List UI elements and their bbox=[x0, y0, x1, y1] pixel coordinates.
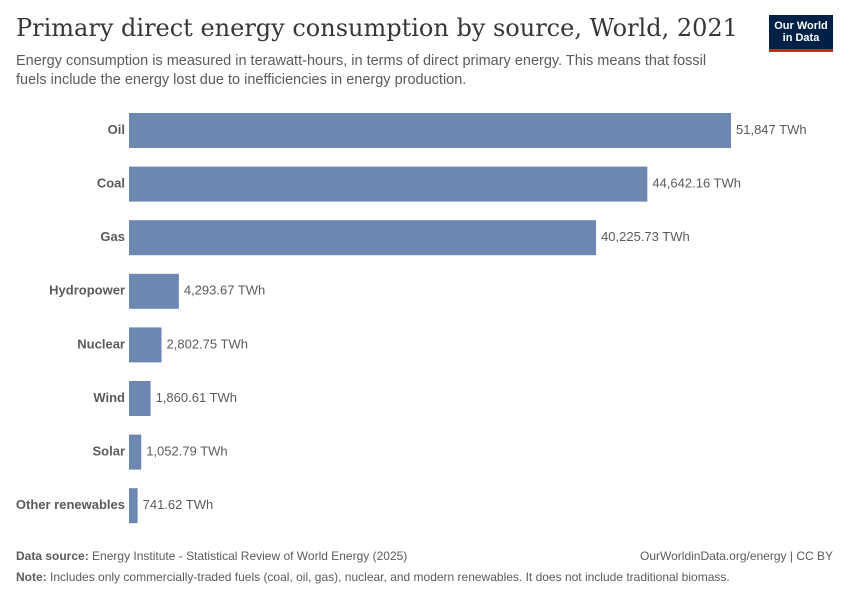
value-label: 1,052.79 TWh bbox=[146, 444, 227, 459]
value-label: 51,847 TWh bbox=[736, 122, 807, 137]
bar-wind[interactable] bbox=[129, 381, 151, 416]
category-label: Gas bbox=[100, 229, 125, 244]
category-label: Nuclear bbox=[77, 336, 125, 351]
value-label: 2,802.75 TWh bbox=[167, 336, 248, 351]
value-label: 4,293.67 TWh bbox=[184, 283, 265, 298]
data-source-label: Data source: bbox=[16, 549, 89, 563]
value-label: 741.62 TWh bbox=[143, 497, 214, 512]
category-label: Oil bbox=[108, 122, 125, 137]
bar-hydropower[interactable] bbox=[129, 273, 179, 309]
value-label: 44,642.16 TWh bbox=[652, 176, 741, 191]
value-label: 1,860.61 TWh bbox=[156, 390, 237, 405]
bar-coal[interactable] bbox=[129, 166, 648, 202]
bar-oil[interactable] bbox=[129, 113, 731, 148]
bar-solar[interactable] bbox=[129, 434, 142, 470]
chart-subtitle: Energy consumption is measured in terawa… bbox=[16, 53, 707, 88]
bar-chart: Oil 51,847 TWh Coal 44,642.16 TWh Gas 40,225.… bbox=[16, 113, 807, 524]
chart-title: Primary direct energy consumption by sou… bbox=[16, 14, 738, 42]
value-label: 40,225.73 TWh bbox=[601, 229, 690, 244]
note-label: Note: bbox=[16, 570, 47, 584]
category-label: Other renewables bbox=[16, 497, 125, 512]
category-label: Hydropower bbox=[49, 283, 125, 298]
note-text: Includes only commercially-traded fuels … bbox=[50, 570, 730, 584]
logo-line-2: in Data bbox=[782, 32, 820, 44]
category-label: Wind bbox=[93, 390, 125, 405]
category-label: Solar bbox=[92, 444, 125, 459]
bar-nuclear[interactable] bbox=[129, 327, 162, 363]
category-label: Coal bbox=[97, 176, 125, 191]
data-source-text[interactable]: Energy Institute - Statistical Review of… bbox=[92, 549, 408, 563]
chart-note: Note: Includes only commercially-traded … bbox=[16, 570, 730, 584]
logo-line-1: Our World bbox=[774, 20, 828, 32]
bar-other-renewables[interactable] bbox=[129, 488, 138, 524]
bar-gas[interactable] bbox=[129, 220, 597, 256]
source-url[interactable]: OurWorldinData.org/energy | CC BY bbox=[640, 549, 833, 563]
owid-logo[interactable]: Our World in Data bbox=[769, 15, 833, 52]
data-source: Data source: Energy Institute - Statisti… bbox=[16, 549, 407, 563]
